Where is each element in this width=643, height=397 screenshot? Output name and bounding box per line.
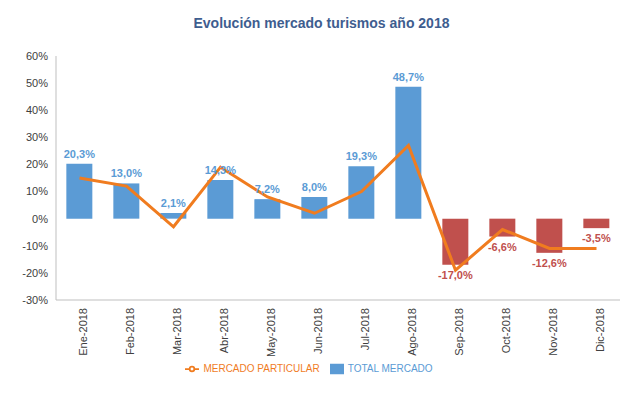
html-text:MERCADO PARTICULAR: MERCADO PARTICULAR [203,362,320,374]
svg-text:-10%: -10% [22,240,48,252]
svg-text:Feb-2018: Feb-2018 [124,308,136,355]
svg-text:20%: 20% [26,158,48,170]
svg-text:Oct-2018: Oct-2018 [500,308,512,353]
svg-text:48,7%: 48,7% [393,71,424,83]
svg-text:-17,0%: -17,0% [438,269,473,281]
svg-text:May-2018: May-2018 [265,308,277,357]
svg-text:20,3%: 20,3% [64,148,95,160]
svg-text:-30%: -30% [22,294,48,306]
svg-text:13,0%: 13,0% [111,167,142,179]
svg-text:Ago-2018: Ago-2018 [406,308,418,356]
svg-text:-6,6%: -6,6% [488,241,517,253]
svg-text:0%: 0% [32,213,48,225]
svg-text:14,3%: 14,3% [205,164,236,176]
svg-text:7,2%: 7,2% [255,183,280,195]
svg-text:Ene-2018: Ene-2018 [77,308,89,356]
svg-text:30%: 30% [26,131,48,143]
html-text:TOTAL MERCADO: TOTAL MERCADO [347,362,433,374]
svg-text:Sep-2018: Sep-2018 [453,308,465,356]
svg-text:Abr-2018: Abr-2018 [218,308,230,353]
svg-text:60%: 60% [26,50,48,62]
svg-text:10%: 10% [26,185,48,197]
svg-text:Jun-2018: Jun-2018 [312,308,324,354]
svg-text:-3,5%: -3,5% [582,232,611,244]
svg-text:Nov-2018: Nov-2018 [547,308,559,356]
html-text:Evolución mercado turismos año: Evolución mercado turismos año 2018 [193,15,450,31]
svg-text:8,0%: 8,0% [302,181,327,193]
svg-text:Dic-2018: Dic-2018 [594,308,606,352]
svg-text:Mar-2018: Mar-2018 [171,308,183,355]
svg-text:Jul-2018: Jul-2018 [359,308,371,350]
svg-text:50%: 50% [26,77,48,89]
svg-text:19,3%: 19,3% [346,150,377,162]
svg-text:40%: 40% [26,104,48,116]
svg-text:-20%: -20% [22,267,48,279]
svg-text:-12,6%: -12,6% [532,257,567,269]
svg-text:2,1%: 2,1% [161,197,186,209]
